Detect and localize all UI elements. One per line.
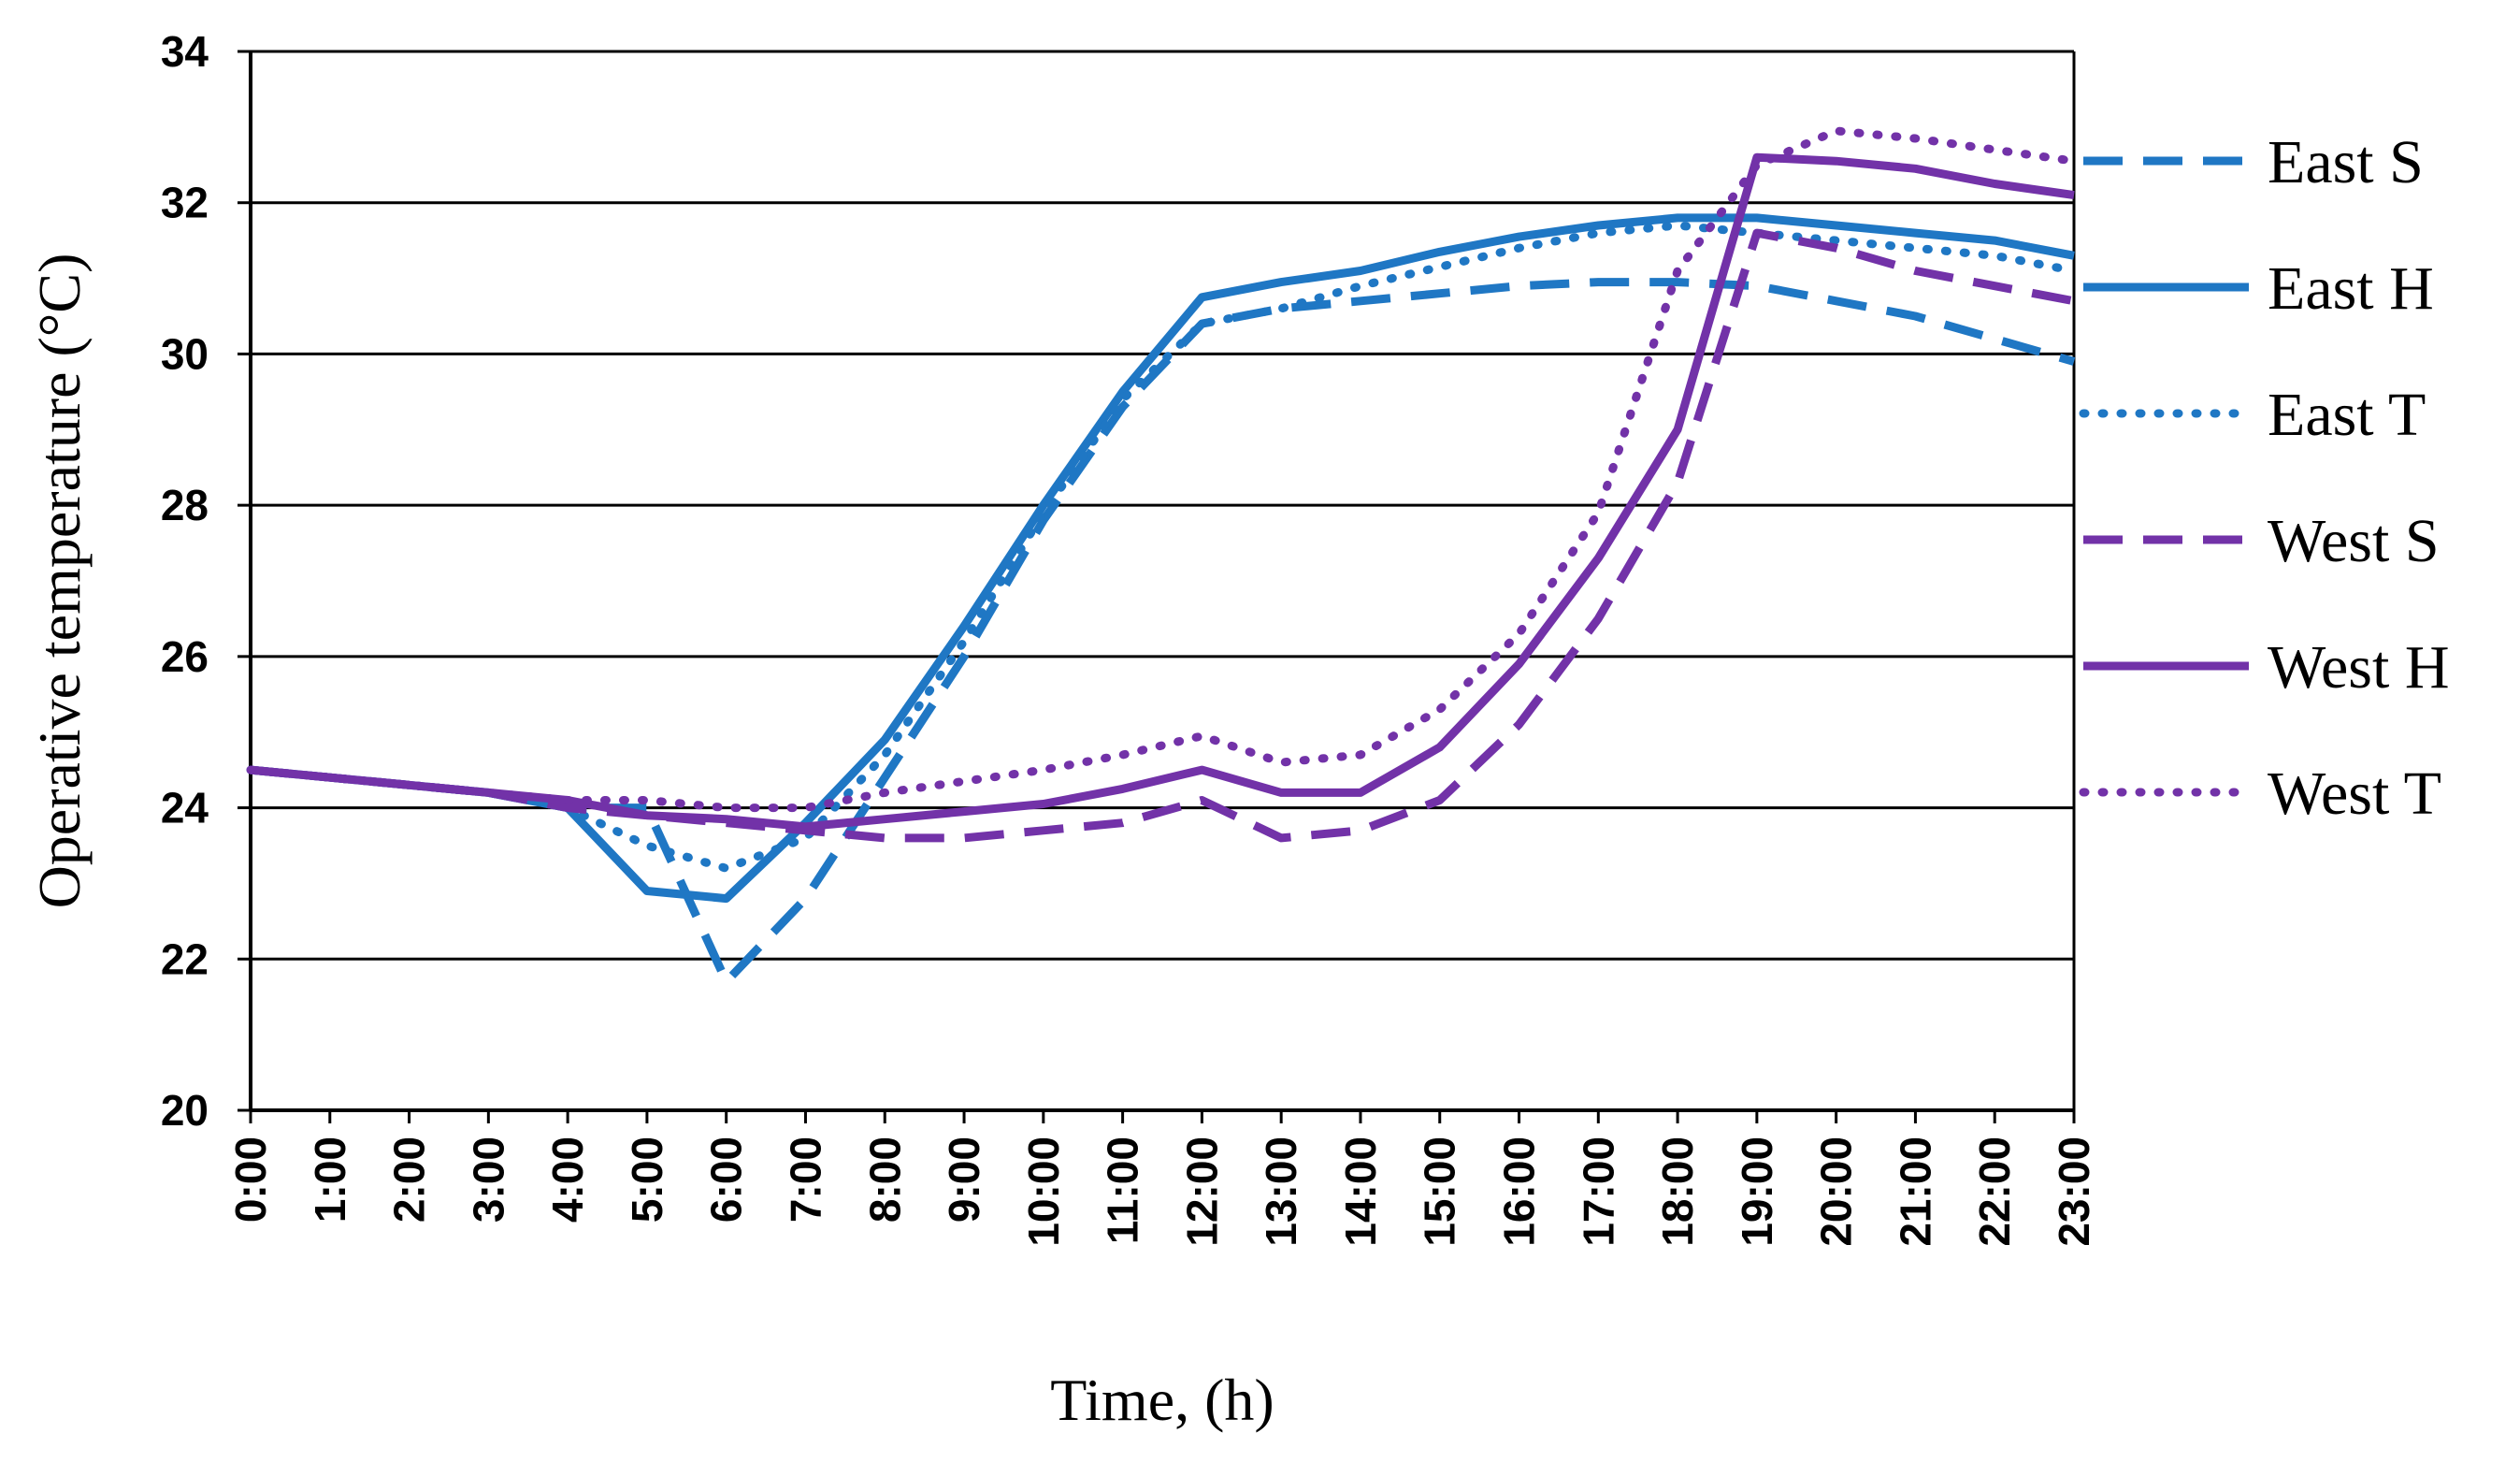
x-tick-label: 19:00: [1733, 1136, 1781, 1247]
y-tick-label: 20: [161, 1086, 209, 1135]
series-line-west-h: [250, 152, 2075, 832]
x-tick-label: 9:00: [940, 1136, 988, 1223]
y-tick-label: 22: [161, 934, 209, 983]
y-tick-label: 24: [161, 784, 209, 832]
x-tick-label: 13:00: [1257, 1136, 1305, 1247]
x-tick-label: 23:00: [2050, 1136, 2098, 1247]
x-tick-label: 18:00: [1653, 1136, 1702, 1247]
x-tick-label: 4:00: [543, 1136, 592, 1223]
x-tick-label: 1:00: [306, 1136, 354, 1223]
legend-label-east-t: East T: [2268, 381, 2426, 449]
axes: [238, 50, 2076, 1123]
legend-label-west-s: West S: [2268, 507, 2440, 575]
x-tick-label: 16:00: [1495, 1136, 1544, 1247]
y-tick-label: 32: [161, 179, 209, 227]
legend: East S East H East T West S West H West T: [2079, 128, 2450, 828]
x-tick-label: 17:00: [1574, 1136, 1622, 1247]
legend-label-west-t: West T: [2268, 760, 2441, 828]
x-tick-labels: 0:00 1:00 2:00 3:00 4:00 5:00 6:00 7:00 8:00 9:00…: [226, 1136, 2098, 1247]
gridlines: [251, 50, 2074, 961]
x-tick-label: 11:00: [1099, 1136, 1147, 1244]
series-line-east-s: [250, 278, 2076, 986]
y-tick-label: 26: [161, 632, 209, 681]
x-tick-label: 3:00: [464, 1136, 512, 1223]
legend-label-west-h: West H: [2268, 633, 2450, 702]
x-tick-label: 10:00: [1019, 1136, 1068, 1247]
y-tick-label: 30: [161, 329, 209, 378]
y-tick-label: 34: [161, 27, 209, 76]
x-tick-label: 12:00: [1177, 1136, 1226, 1247]
x-tick-label: 8:00: [860, 1136, 909, 1223]
series-line-east-t: [246, 221, 2079, 873]
x-tick-label: 6:00: [702, 1136, 751, 1223]
x-tick-label: 20:00: [1812, 1136, 1861, 1247]
legend-label-east-h: East H: [2268, 254, 2434, 323]
legend-label-east-s: East S: [2268, 128, 2424, 196]
x-tick-label: 7:00: [781, 1136, 829, 1223]
x-tick-label: 14:00: [1336, 1136, 1385, 1247]
x-tick-label: 15:00: [1416, 1136, 1464, 1247]
x-tick-label: 5:00: [623, 1136, 671, 1223]
x-tick-label: 2:00: [385, 1136, 434, 1223]
x-tick-label: 0:00: [226, 1136, 275, 1223]
x-tick-label: 22:00: [1970, 1136, 2019, 1247]
y-tick-label: 28: [161, 481, 209, 529]
series-line-west-t: [246, 126, 2079, 813]
series-lines: [246, 126, 2079, 986]
y-tick-labels: 20 22 24 26 28 30 32 34: [161, 27, 209, 1135]
series-line-west-s: [250, 228, 2075, 843]
x-tick-label: 21:00: [1891, 1136, 1939, 1247]
x-axis-title: Time, (h): [1050, 1367, 1274, 1433]
y-axis-title: Operative temperature (°C): [26, 253, 93, 909]
